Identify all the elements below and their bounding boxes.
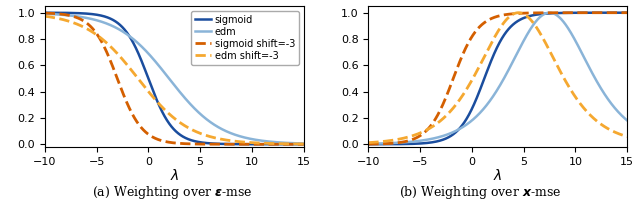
edm (160, 71, 168, 73)
edm shift=-3 (167, 114, 175, 116)
edm (54, 13, 62, 16)
sigmoid (167, 124, 175, 127)
edm (292, 142, 300, 144)
sigmoid (292, 143, 300, 145)
edm shift=-3 (300, 143, 307, 145)
Text: (b) Weighting over $\boldsymbol{x}$-mse: (b) Weighting over $\boldsymbol{x}$-mse (399, 184, 561, 201)
sigmoid shift=-3 (292, 143, 300, 145)
edm shift=-3 (41, 15, 49, 17)
sigmoid shift=-3 (244, 143, 252, 145)
edm (300, 142, 307, 145)
sigmoid shift=-3 (300, 143, 307, 145)
sigmoid (292, 143, 300, 145)
edm shift=-3 (292, 143, 300, 145)
sigmoid (300, 143, 307, 145)
Text: (a) Weighting over $\boldsymbol{\epsilon}$-mse: (a) Weighting over $\boldsymbol{\epsilon… (92, 184, 253, 201)
sigmoid (160, 114, 168, 116)
Line: edm: edm (45, 14, 303, 144)
sigmoid (244, 143, 252, 145)
edm shift=-3 (54, 17, 62, 20)
sigmoid shift=-3 (167, 141, 175, 144)
sigmoid shift=-3 (41, 12, 49, 14)
edm shift=-3 (160, 108, 168, 110)
X-axis label: $\lambda$: $\lambda$ (493, 168, 502, 183)
edm shift=-3 (244, 141, 252, 144)
Line: edm shift=-3: edm shift=-3 (45, 16, 303, 144)
edm (41, 13, 49, 15)
sigmoid (54, 12, 62, 14)
sigmoid shift=-3 (54, 13, 62, 15)
sigmoid shift=-3 (292, 143, 300, 145)
edm (167, 79, 175, 82)
Legend: sigmoid, edm, sigmoid shift=-3, edm shift=-3: sigmoid, edm, sigmoid shift=-3, edm shif… (191, 11, 299, 65)
edm (244, 137, 252, 140)
sigmoid shift=-3 (160, 140, 168, 142)
Line: sigmoid: sigmoid (45, 13, 303, 144)
edm shift=-3 (292, 143, 300, 145)
edm (292, 142, 300, 144)
X-axis label: $\lambda$: $\lambda$ (170, 168, 179, 183)
sigmoid (41, 11, 49, 14)
Line: sigmoid shift=-3: sigmoid shift=-3 (45, 13, 303, 144)
